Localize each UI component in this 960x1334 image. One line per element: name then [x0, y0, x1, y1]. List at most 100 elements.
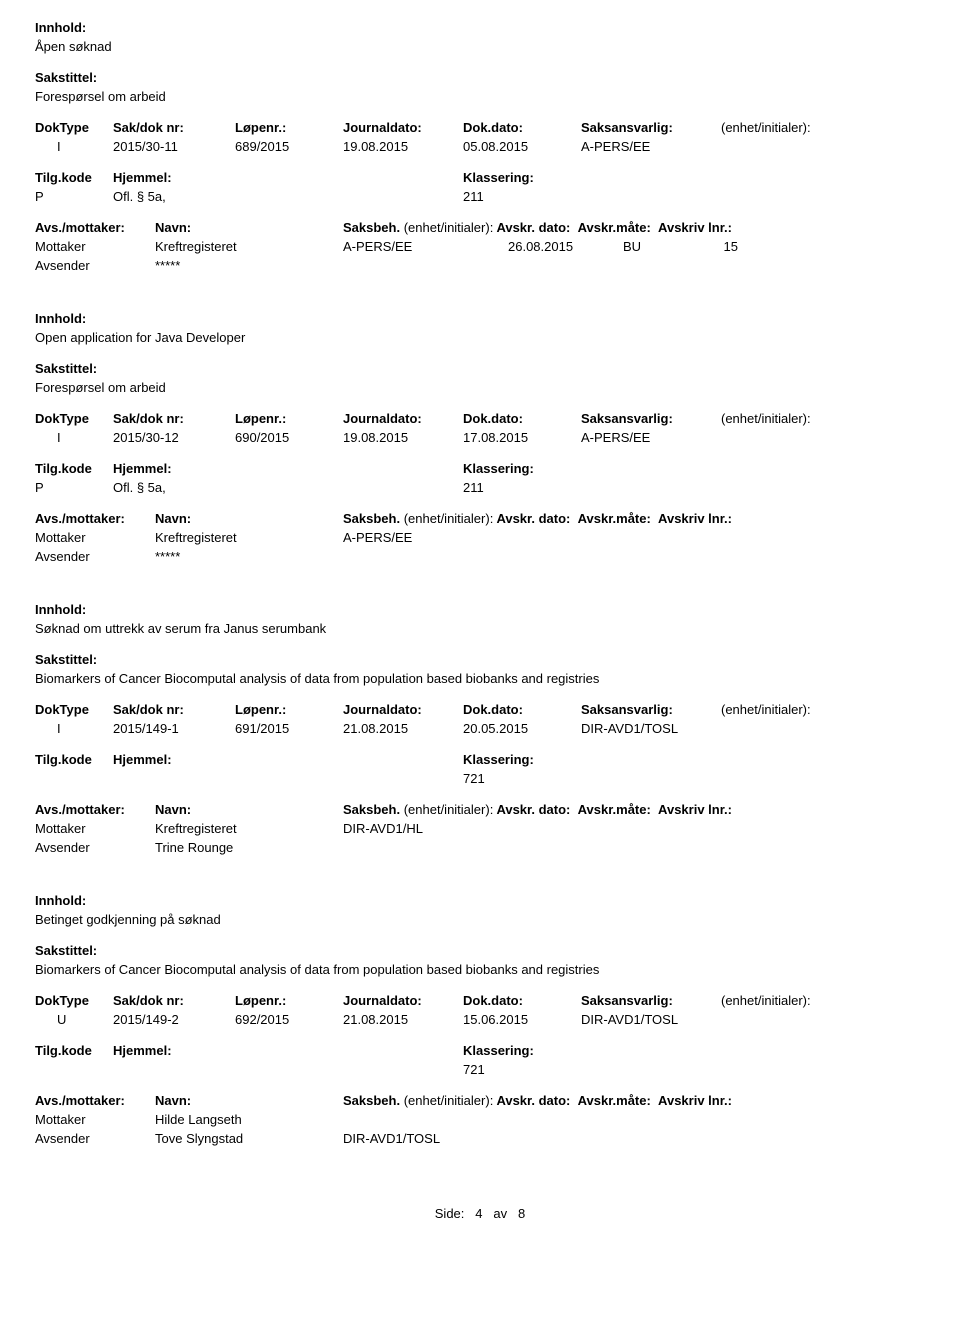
navn-label: Navn:: [155, 511, 205, 526]
saksbeh-suffix: (enhet/initialer):: [400, 802, 493, 817]
correspondent-saksbeh: [343, 258, 508, 273]
correspondent-avskriv-lnr: [688, 1131, 738, 1146]
hjemmel-label: Hjemmel:: [113, 461, 463, 476]
enhet-initialer-label: (enhet/initialer):: [721, 993, 861, 1008]
saksbeh-suffix: (enhet/initialer):: [400, 1093, 493, 1108]
sakdok-label: Sak/dok nr:: [113, 702, 235, 717]
correspondent-navn: *****: [155, 258, 343, 273]
meta-data-row: I2015/30-11689/201519.08.201505.08.2015A…: [35, 139, 925, 154]
journal-record: Innhold:Åpen søknadSakstittel:Forespørse…: [35, 20, 925, 273]
correspondent-row: MottakerKreftregisteretDIR-AVD1/HL: [35, 821, 925, 836]
avskr-mate-label: Avskr.måte:: [570, 220, 650, 235]
meta-header-row: DokTypeSak/dok nr:Løpenr.:Journaldato:Do…: [35, 702, 925, 717]
hjemmel-value: Ofl. § 5a,: [113, 480, 463, 495]
saksansvarlig-value: A-PERS/EE: [581, 139, 721, 154]
sakdok-label: Sak/dok nr:: [113, 120, 235, 135]
meta-data-row: U2015/149-2692/201521.08.201515.06.2015D…: [35, 1012, 925, 1027]
innhold-label: Innhold:: [35, 602, 925, 617]
correspondent-avskr-mate: [623, 1131, 688, 1146]
meta-header-row: DokTypeSak/dok nr:Løpenr.:Journaldato:Do…: [35, 411, 925, 426]
access-data-row: 721: [35, 1062, 925, 1077]
hjemmel-value: [113, 1062, 463, 1077]
correspondent-role: Mottaker: [35, 1112, 155, 1127]
journaldato-value: 19.08.2015: [343, 139, 463, 154]
correspondent-row: MottakerHilde Langseth: [35, 1112, 925, 1127]
klassering-value: 211: [463, 480, 663, 495]
avskriv-lnr-label: Avskriv lnr.:: [651, 511, 732, 526]
saksbeh-header-group: Saksbeh. (enhet/initialer): Avskr. dato:…: [205, 802, 925, 817]
avskriv-lnr-label: Avskriv lnr.:: [651, 220, 732, 235]
saksansvarlig-value: DIR-AVD1/TOSL: [581, 1012, 721, 1027]
dokdato-value: 15.06.2015: [463, 1012, 581, 1027]
doktype-value: U: [35, 1012, 113, 1027]
access-header-row: Tilg.kodeHjemmel:Klassering:: [35, 170, 925, 185]
saksbeh-suffix: (enhet/initialer):: [400, 220, 493, 235]
avsmottaker-label: Avs./mottaker:: [35, 802, 155, 817]
meta-data-row: I2015/149-1691/201521.08.201520.05.2015D…: [35, 721, 925, 736]
innhold-value: Åpen søknad: [35, 39, 925, 54]
correspondent-role: Avsender: [35, 549, 155, 564]
enhet-initialer-value: [721, 1012, 861, 1027]
correspondent-avskr-mate: BU: [623, 239, 688, 254]
lopenr-label: Løpenr.:: [235, 120, 343, 135]
correspondent-avskriv-lnr: [688, 530, 738, 545]
correspondent-avskr-mate: [623, 530, 688, 545]
hjemmel-value: [113, 771, 463, 786]
enhet-initialer-label: (enhet/initialer):: [721, 411, 861, 426]
saksbeh-label: Saksbeh.: [343, 220, 400, 235]
avskr-dato-label: Avskr. dato:: [493, 802, 570, 817]
correspondent-saksbeh: DIR-AVD1/HL: [343, 821, 508, 836]
lopenr-value: 690/2015: [235, 430, 343, 445]
journaldato-value: 21.08.2015: [343, 1012, 463, 1027]
tilgkode-label: Tilg.kode: [35, 461, 113, 476]
enhet-initialer-label: (enhet/initialer):: [721, 120, 861, 135]
avskr-dato-label: Avskr. dato:: [493, 511, 570, 526]
correspondent-avskr-mate: [623, 821, 688, 836]
correspondent-saksbeh: DIR-AVD1/TOSL: [343, 1131, 508, 1146]
saksbeh-header-group: Saksbeh. (enhet/initialer): Avskr. dato:…: [205, 1093, 925, 1108]
journaldato-value: 19.08.2015: [343, 430, 463, 445]
correspondent-role: Mottaker: [35, 239, 155, 254]
tilgkode-label: Tilg.kode: [35, 752, 113, 767]
correspondent-avskriv-lnr: [688, 258, 738, 273]
lopenr-value: 692/2015: [235, 1012, 343, 1027]
doktype-label: DokType: [35, 120, 113, 135]
correspondent-avskr-mate: [623, 840, 688, 855]
lopenr-value: 691/2015: [235, 721, 343, 736]
klassering-value: 721: [463, 1062, 663, 1077]
correspondent-role: Mottaker: [35, 530, 155, 545]
meta-data-row: I2015/30-12690/201519.08.201517.08.2015A…: [35, 430, 925, 445]
doktype-value: I: [35, 721, 113, 736]
innhold-value: Betinget godkjenning på søknad: [35, 912, 925, 927]
correspondent-role: Avsender: [35, 258, 155, 273]
page-footer: Side: 4 av 8: [35, 1206, 925, 1221]
sakstittel-label: Sakstittel:: [35, 70, 925, 85]
tilgkode-value: [35, 771, 113, 786]
lopenr-label: Løpenr.:: [235, 702, 343, 717]
correspondent-avskriv-lnr: [688, 549, 738, 564]
tilgkode-label: Tilg.kode: [35, 170, 113, 185]
klassering-value: 721: [463, 771, 663, 786]
correspondent-avskr-mate: [623, 549, 688, 564]
klassering-label: Klassering:: [463, 170, 663, 185]
correspondent-avskriv-lnr: 15: [688, 239, 738, 254]
correspondent-saksbeh: [343, 1112, 508, 1127]
meta-header-row: DokTypeSak/dok nr:Løpenr.:Journaldato:Do…: [35, 993, 925, 1008]
correspondent-avskr-dato: [508, 530, 623, 545]
footer-spacer2: [511, 1206, 515, 1221]
correspondent-avskr-mate: [623, 258, 688, 273]
journaldato-label: Journaldato:: [343, 120, 463, 135]
correspondent-navn: Trine Rounge: [155, 840, 343, 855]
correspondent-role: Avsender: [35, 840, 155, 855]
correspondent-row: AvsenderTove SlyngstadDIR-AVD1/TOSL: [35, 1131, 925, 1146]
dokdato-value: 05.08.2015: [463, 139, 581, 154]
sakstittel-label: Sakstittel:: [35, 652, 925, 667]
klassering-label: Klassering:: [463, 752, 663, 767]
access-header-row: Tilg.kodeHjemmel:Klassering:: [35, 1043, 925, 1058]
journaldato-value: 21.08.2015: [343, 721, 463, 736]
dokdato-value: 17.08.2015: [463, 430, 581, 445]
enhet-initialer-label: (enhet/initialer):: [721, 702, 861, 717]
sakdok-value: 2015/149-1: [113, 721, 235, 736]
correspondent-saksbeh: [343, 549, 508, 564]
journaldato-label: Journaldato:: [343, 993, 463, 1008]
